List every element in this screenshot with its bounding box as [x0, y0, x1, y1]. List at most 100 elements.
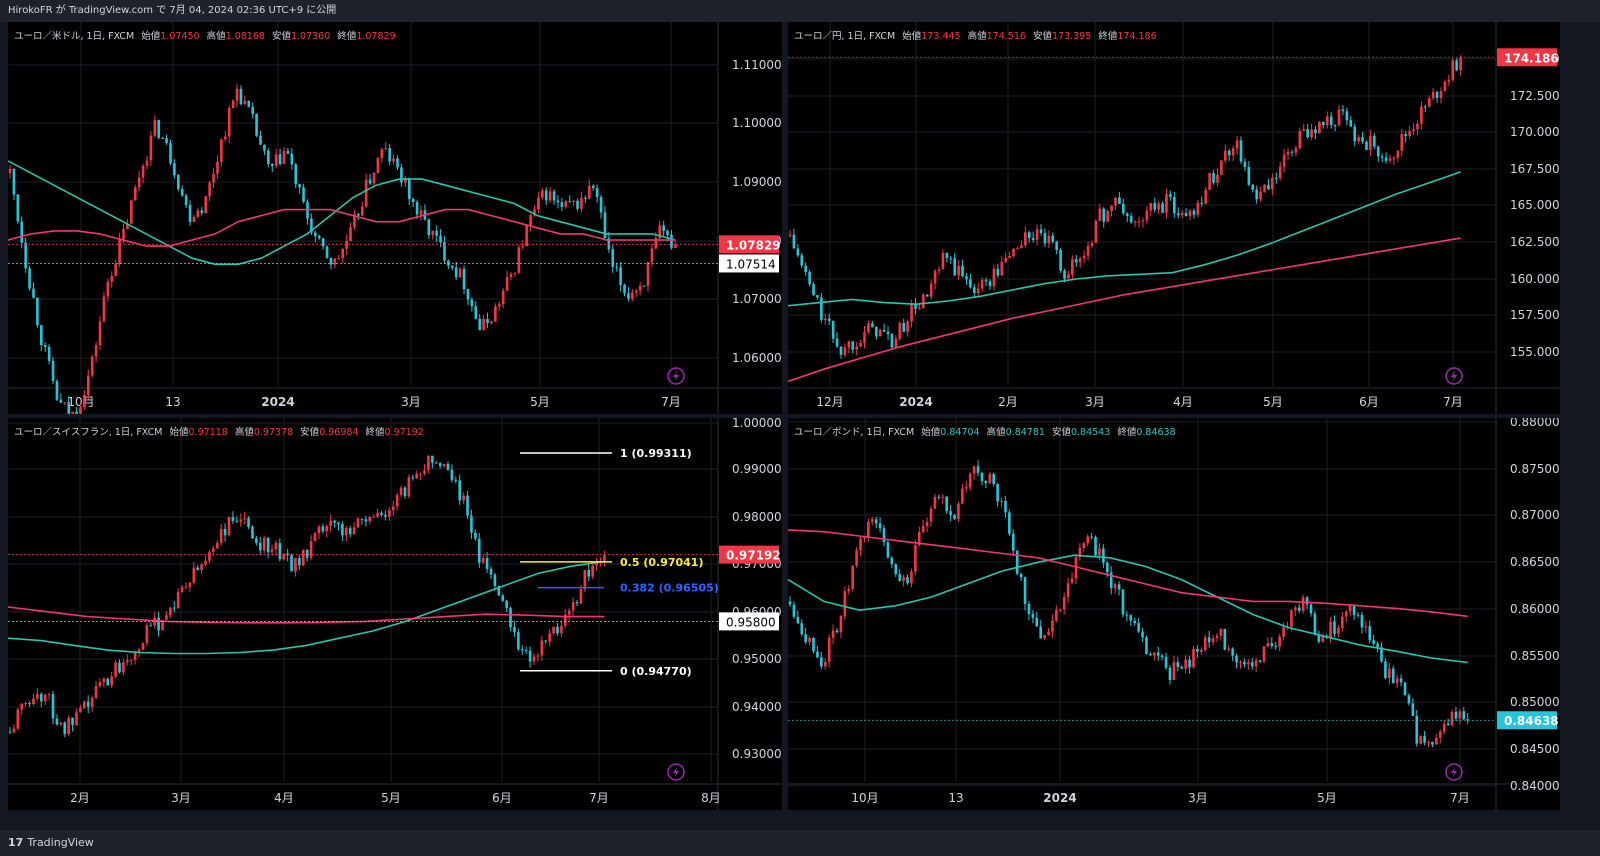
candle-body [1035, 617, 1039, 627]
candle-body [1317, 634, 1321, 642]
candle-body [902, 577, 905, 581]
candle-body [482, 318, 485, 331]
candle-body [505, 600, 508, 609]
candle-body [1365, 141, 1368, 150]
candle-body [403, 487, 407, 497]
last-price-tag-label: 0.84638 [1504, 714, 1559, 728]
candle-body [1113, 584, 1117, 589]
candle-body [114, 662, 117, 677]
candle-body [298, 558, 301, 566]
candle-body [153, 119, 157, 136]
candle-body [1164, 657, 1168, 668]
candle-body [1023, 577, 1027, 604]
candle-body [1454, 711, 1458, 719]
candle-body [314, 232, 317, 237]
candle-body [357, 214, 360, 216]
candle-body [259, 135, 262, 145]
x-tick-label: 2月 [70, 791, 90, 805]
candle-body [204, 196, 208, 214]
candle-body [1211, 638, 1215, 643]
candle-body [79, 406, 82, 414]
candle-body [443, 242, 446, 261]
candle-body [1372, 640, 1375, 644]
candle-body [1333, 621, 1336, 634]
candle-body [603, 554, 606, 562]
y-tick-label: 0.94000 [732, 700, 782, 714]
candle-body [953, 514, 956, 519]
candle-body [964, 487, 968, 489]
candle-body [415, 473, 418, 478]
candle-body [188, 205, 192, 222]
candle-body [106, 281, 110, 297]
candle-body [843, 591, 847, 617]
lightning-icon [667, 763, 685, 781]
candle-body [1459, 57, 1462, 71]
candle-body [325, 246, 329, 258]
candle-body [992, 268, 996, 287]
y-tick-label: 162.500 [1510, 235, 1560, 249]
candle-body [847, 588, 851, 592]
legend-close: 0.84638 [1136, 427, 1176, 438]
candle-body [282, 553, 286, 560]
x-tick-label: 12月 [816, 395, 843, 409]
candle-body [1313, 613, 1317, 635]
candle-body [173, 163, 176, 176]
candle-body [1408, 130, 1411, 136]
candle-body [1380, 647, 1383, 662]
candle-body [816, 295, 819, 298]
candle-body [349, 227, 352, 242]
y-tick-label: 170.000 [1510, 125, 1560, 139]
candle-body [337, 522, 340, 525]
legend-open: 0.97118 [188, 427, 228, 438]
lightning-icon [1445, 367, 1463, 385]
candle-body [431, 230, 435, 235]
chart-panel-eurgbp[interactable]: 0.88000 0.87500 0.87000 0.86500 0.86000 0.855… [788, 418, 1560, 810]
x-tick-label: 7月 [589, 791, 609, 805]
candle-body [634, 290, 638, 293]
candle-body [1388, 158, 1392, 161]
candle-body [282, 150, 286, 164]
candle-body [1019, 573, 1023, 578]
candle-body [1431, 742, 1434, 745]
candle-body [863, 332, 866, 344]
candle-body [595, 562, 598, 566]
chart-panel-eurchf[interactable]: 1.000000.990000.980000.970000.960000.950… [8, 418, 782, 810]
candle-body [345, 528, 348, 536]
candle-body [79, 707, 82, 713]
candle-body [1062, 597, 1066, 610]
legend-high: 174.516 [986, 31, 1026, 42]
chart-panel-eurusd[interactable]: 1.110001.100001.090001.080001.070001.060… [8, 22, 782, 414]
candle-body [1364, 626, 1368, 628]
moving-average-red [8, 606, 605, 624]
candle-body [953, 258, 957, 276]
candle-body [59, 722, 63, 725]
candle-body [642, 285, 646, 287]
candle-body [454, 479, 458, 481]
candle-body [552, 626, 555, 634]
fib-level-label: 0.5 (0.97041) [620, 556, 703, 569]
candle-body [431, 455, 434, 463]
candle-body [1243, 161, 1247, 167]
candle-body [176, 592, 180, 609]
candle-body [957, 503, 960, 519]
candle-body [886, 542, 890, 558]
candle-body [1305, 597, 1309, 605]
candle-body [532, 656, 536, 662]
candle-body [855, 550, 858, 566]
candle-body [400, 167, 403, 183]
candle-body [1407, 695, 1411, 704]
candle-body [216, 161, 219, 174]
candle-body [122, 662, 125, 673]
y-tick-label: 1.11000 [732, 58, 782, 72]
candle-body [528, 650, 532, 662]
candle-body [1102, 208, 1106, 222]
candle-body [1369, 135, 1372, 150]
candle-body [867, 323, 870, 333]
chart-panel-eurjpy[interactable]: 175.000172.500170.000167.500165.000162.5… [788, 22, 1560, 414]
candle-body [1345, 111, 1349, 121]
candle-body [623, 284, 626, 294]
grid [788, 418, 1496, 787]
legend-eurusd: ユーロ／米ドル, 1日, FXCM 始値1.07450 高値1.08168 安値… [14, 28, 396, 42]
candle-body [51, 694, 55, 719]
x-tick-label: 2024 [261, 395, 294, 409]
